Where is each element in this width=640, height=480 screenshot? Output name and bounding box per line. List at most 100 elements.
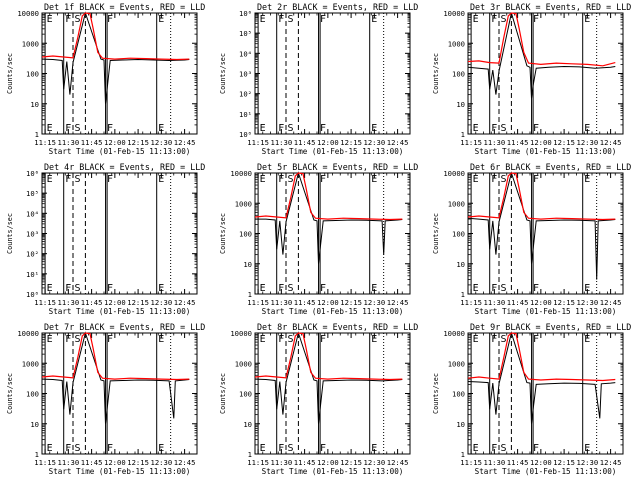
event-marker-label: S — [288, 123, 294, 134]
event-marker-label: S — [288, 283, 294, 294]
plot-frame — [41, 172, 198, 295]
event-marker-label: S — [75, 123, 81, 134]
series-line-events — [41, 331, 190, 424]
x-tick-label: 11:45 — [294, 298, 316, 307]
detector-panel-2: Det 2r BLACK = Events, RED = LLD 10⁰ 10¹ 10… — [219, 2, 418, 156]
event-marker-label: E — [584, 174, 590, 185]
event-marker-label: S — [288, 443, 294, 454]
event-marker-label: E — [158, 123, 164, 134]
x-tick-label: 11:30 — [271, 138, 293, 147]
y-axis-label: Counts/sec — [432, 213, 440, 254]
x-tick-label: 12:00 — [530, 298, 552, 307]
x-axis-label: Start Time (01-Feb-15 11:13:00) — [475, 147, 617, 156]
event-marker-label: E — [473, 14, 479, 25]
x-tick-label: 11:45 — [294, 458, 316, 467]
x-tick-label: 11:15 — [460, 298, 482, 307]
y-tick-label: 10 — [30, 420, 39, 429]
x-tick-label: 12:15 — [340, 138, 362, 147]
y-tick-label: 10² — [26, 250, 39, 259]
series-line-lld — [467, 332, 616, 382]
event-marker-label: E — [371, 334, 377, 345]
x-tick-label: 12:45 — [174, 298, 196, 307]
y-tick-label: 10 — [30, 100, 39, 109]
y-tick-label: 100 — [239, 230, 252, 239]
x-tick-label: 12:45 — [174, 458, 196, 467]
x-tick-label: 12:15 — [127, 298, 149, 307]
y-tick-label: 1000 — [448, 199, 465, 208]
event-marker-label: E — [371, 123, 377, 134]
x-tick-label: 12:45 — [387, 458, 409, 467]
series-line-events — [255, 171, 403, 264]
event-marker-label: E — [260, 334, 266, 345]
event-marker-label: S — [501, 123, 507, 134]
x-tick-label: 12:30 — [151, 458, 173, 467]
event-marker-label: F — [491, 123, 497, 134]
y-tick-label: 10⁶ — [26, 169, 39, 178]
x-tick-label: 12:45 — [387, 138, 409, 147]
y-tick-label: 10⁵ — [239, 29, 252, 38]
y-tick-label: 10000 — [17, 329, 39, 338]
y-axis-label: Counts/sec — [219, 213, 227, 254]
x-tick-label: 11:30 — [58, 458, 80, 467]
y-tick-label: 1000 — [448, 39, 465, 48]
event-marker-label: F — [107, 443, 113, 454]
detector-panel-1: Det 1f BLACK = Events, RED = LLD 1 10 100 10… — [6, 2, 205, 156]
event-marker-label: F — [107, 123, 113, 134]
x-tick-label: 12:45 — [600, 298, 622, 307]
event-marker-label: F — [278, 334, 284, 345]
x-axis-label: Start Time (01-Feb-15 11:13:00) — [49, 307, 191, 316]
y-tick-label: 1 — [248, 290, 252, 299]
x-axis-label: Start Time (01-Feb-15 11:13:00) — [49, 147, 191, 156]
y-tick-label: 10000 — [443, 169, 465, 178]
x-tick-label: 12:15 — [340, 298, 362, 307]
event-marker-label: E — [584, 14, 590, 25]
y-axis-label: Counts/sec — [432, 53, 440, 94]
event-marker-label: F — [320, 443, 326, 454]
y-tick-label: 100 — [239, 390, 252, 399]
x-tick-label: 11:15 — [34, 298, 56, 307]
event-marker-label: F — [65, 123, 71, 134]
event-marker-label: F — [278, 283, 284, 294]
x-tick-label: 12:45 — [387, 298, 409, 307]
y-tick-label: 10³ — [26, 230, 39, 239]
event-marker-label: E — [260, 283, 266, 294]
event-marker-label: E — [584, 123, 590, 134]
event-marker-label: F — [491, 443, 497, 454]
series-line-events — [254, 331, 403, 424]
x-tick-label: 12:30 — [151, 298, 173, 307]
chart-title: Det 1f BLACK = Events, RED = LLD — [44, 2, 205, 12]
event-marker-label: E — [371, 283, 377, 294]
x-tick-label: 11:45 — [81, 138, 103, 147]
event-marker-label: E — [47, 283, 53, 294]
series-line-events — [467, 12, 616, 99]
event-marker-label: E — [260, 14, 266, 25]
x-tick-label: 12:15 — [127, 458, 149, 467]
event-marker-label: E — [584, 334, 590, 345]
series-line-events — [467, 171, 616, 280]
detector-panel-3: Det 3r BLACK = Events, RED = LLD 1 10 100 10… — [432, 2, 631, 156]
event-marker-label: F — [278, 174, 284, 185]
y-tick-label: 10 — [456, 100, 465, 109]
event-marker-label: F — [533, 174, 539, 185]
event-marker-label: F — [65, 334, 71, 345]
y-tick-label: 10⁵ — [26, 189, 39, 198]
event-marker-label: F — [65, 14, 71, 25]
event-marker-label: F — [533, 283, 539, 294]
event-marker-label: E — [158, 283, 164, 294]
series-line-lld — [41, 332, 190, 381]
x-tick-label: 12:00 — [104, 458, 126, 467]
y-axis-label: Counts/sec — [6, 53, 14, 94]
x-tick-label: 12:15 — [553, 138, 575, 147]
detector-panel-5: Det 5r BLACK = Events, RED = LLD 1 10 100 10… — [219, 162, 418, 316]
plot-frame — [467, 12, 624, 135]
event-marker-label: E — [371, 174, 377, 185]
y-tick-label: 100 — [452, 70, 465, 79]
event-marker-label: S — [288, 334, 294, 345]
event-marker-label: F — [320, 334, 326, 345]
event-marker-label: F — [320, 283, 326, 294]
x-tick-label: 12:45 — [600, 138, 622, 147]
chart-title: Det 5r BLACK = Events, RED = LLD — [257, 162, 418, 172]
event-marker-label: F — [320, 174, 326, 185]
event-marker-label: F — [320, 123, 326, 134]
chart-title: Det 6r BLACK = Events, RED = LLD — [470, 162, 631, 172]
